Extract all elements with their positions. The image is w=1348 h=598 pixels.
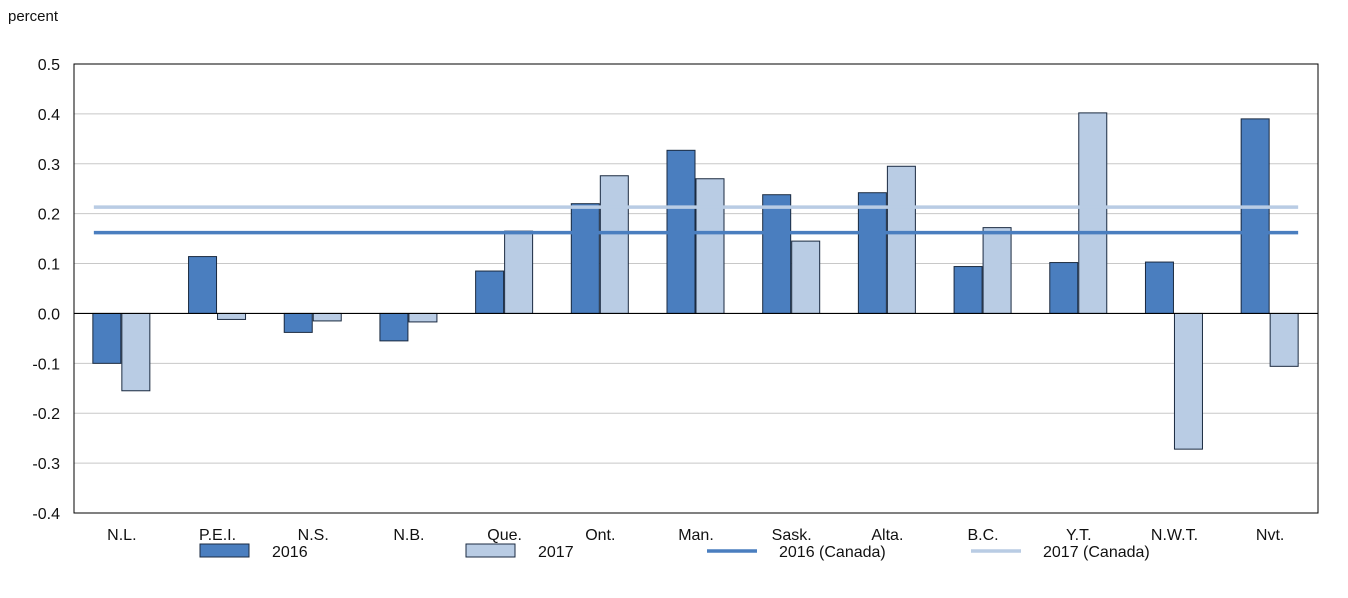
axis-labels: 0.5 0.4 0.3 0.2 0.1 0.0 -0.1 -0.2 -0.3 -0.4 N.L. P.… <box>32 57 1284 544</box>
y-tick-label: -0.1 <box>32 356 60 373</box>
legend-label: 2016 <box>272 544 308 561</box>
x-category-label: B.C. <box>968 527 999 544</box>
bar-2017-Que. <box>504 230 534 314</box>
bar-2017-N.L. <box>121 312 151 392</box>
bar-2017-Sask. <box>791 240 821 314</box>
bar-2016-Sask. <box>762 194 792 314</box>
x-category-label: Nvt. <box>1256 527 1284 544</box>
bar-2017-N.S. <box>312 312 342 322</box>
y-tick-label: 0.2 <box>38 207 60 224</box>
reference-lines <box>93 205 1299 235</box>
legend-label: 2016 (Canada) <box>779 544 886 561</box>
bar-2016-Alta. <box>857 192 887 314</box>
bar-2016-Nvt. <box>1240 118 1270 314</box>
bar-2017-N.B. <box>408 312 438 323</box>
y-tick-label: 0.1 <box>38 257 60 274</box>
plot-frame <box>73 63 1319 514</box>
x-category-label: N.B. <box>393 527 424 544</box>
x-category-label: Que. <box>487 527 522 544</box>
bar-2017-Man. <box>695 178 725 314</box>
x-category-label: Ont. <box>585 527 615 544</box>
bar-2016-Y.T. <box>1049 262 1079 314</box>
bar-2016-B.C. <box>953 266 983 314</box>
y-tick-label: 0.0 <box>38 306 60 323</box>
legend: 2016 2017 2016 (Canada) 2017 (Canada) <box>199 543 1150 561</box>
bar-2017-Alta. <box>886 165 916 314</box>
bar-2016-N.W.T. <box>1144 261 1174 314</box>
bar-2016-N.L. <box>92 312 122 364</box>
y-tick-label: 0.4 <box>38 107 60 124</box>
y-tick-label: 0.3 <box>38 157 60 174</box>
bar-2016-N.S. <box>283 312 313 333</box>
bar-2017-N.W.T. <box>1173 312 1203 450</box>
legend-swatch-bar <box>199 543 250 558</box>
bar-2016-Que. <box>475 270 505 314</box>
bar-2017-Ont. <box>599 175 629 314</box>
y-tick-label: -0.2 <box>32 406 60 423</box>
bar-2017-Nvt. <box>1269 312 1299 367</box>
x-category-label: Sask. <box>772 527 812 544</box>
x-category-label: Man. <box>678 527 714 544</box>
legend-label: 2017 (Canada) <box>1043 544 1150 561</box>
axes <box>73 63 1319 514</box>
x-category-label: Alta. <box>871 527 903 544</box>
x-category-label: Y.T. <box>1066 527 1092 544</box>
y-tick-label: 0.5 <box>38 57 60 74</box>
legend-swatch-bar <box>465 543 516 558</box>
x-category-label: N.L. <box>107 527 136 544</box>
x-category-label: N.W.T. <box>1151 527 1198 544</box>
x-category-label: N.S. <box>298 527 329 544</box>
bar-2017-Y.T. <box>1078 112 1108 314</box>
bar-2017-B.C. <box>982 227 1012 314</box>
bars <box>92 112 1299 450</box>
bar-2016-P.E.I. <box>188 256 218 314</box>
y-tick-label: -0.3 <box>32 456 60 473</box>
y-tick-label: -0.4 <box>32 506 60 523</box>
bar-2016-Ont. <box>570 203 600 314</box>
x-category-label: P.E.I. <box>199 527 236 544</box>
bar-2017-P.E.I. <box>217 312 247 320</box>
y-unit-label: percent <box>8 8 59 25</box>
bar-2016-N.B. <box>379 312 409 342</box>
legend-label: 2017 <box>538 544 574 561</box>
